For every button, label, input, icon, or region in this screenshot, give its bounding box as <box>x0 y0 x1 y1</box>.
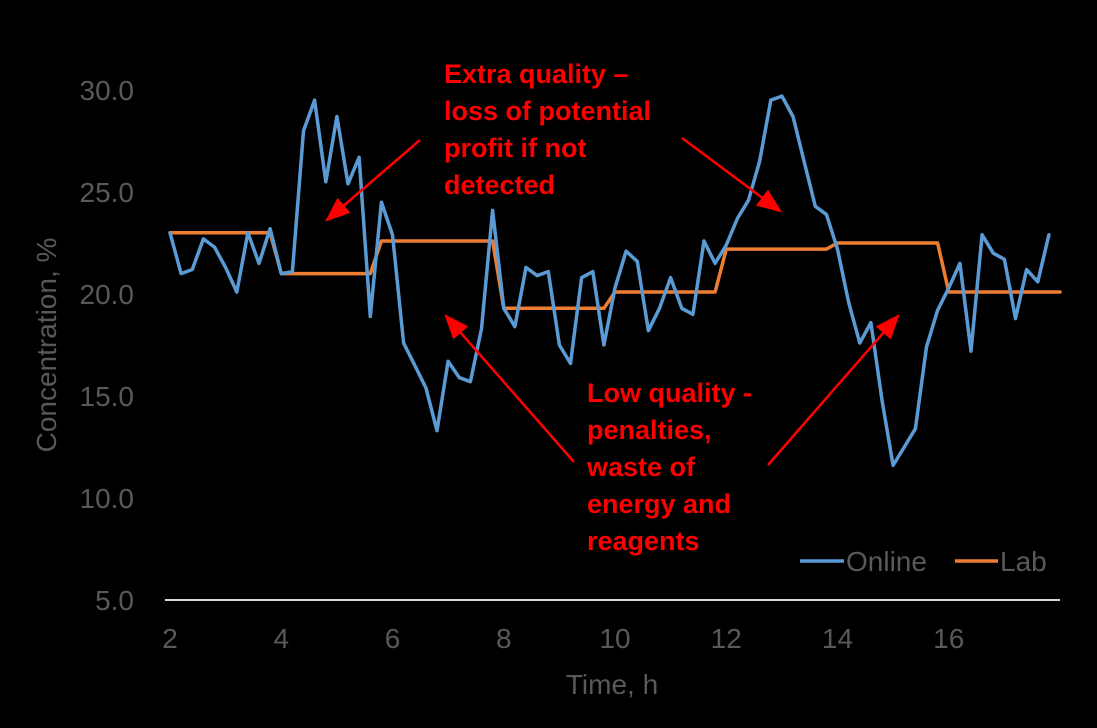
x-tick-label: 10 <box>599 623 630 654</box>
arrow-extra-right <box>681 136 783 213</box>
y-tick-label: 20.0 <box>80 279 135 310</box>
arrow-low-left <box>444 314 575 463</box>
annotation-extra-quality-line-1: Extra quality – <box>444 59 629 89</box>
y-tick-label: 5.0 <box>95 585 134 616</box>
y-axis: 5.0 10.0 15.0 20.0 25.0 30.0 <box>80 75 135 616</box>
annotation-low-quality-line-3: waste of <box>586 452 696 482</box>
annotation-extra-quality-line-4: detected <box>444 170 555 200</box>
legend-label-online: Online <box>846 546 927 577</box>
x-tick-label: 2 <box>162 623 178 654</box>
annotation-arrows <box>325 136 900 466</box>
annotation-low-quality: Low quality - penalties, waste of energy… <box>586 378 752 556</box>
x-tick-label: 12 <box>711 623 742 654</box>
x-tick-label: 8 <box>496 623 512 654</box>
x-tick-label: 14 <box>822 623 853 654</box>
legend-label-lab: Lab <box>1000 546 1047 577</box>
y-tick-label: 10.0 <box>80 483 135 514</box>
x-tick-label: 4 <box>273 623 289 654</box>
annotation-extra-quality: Extra quality – loss of potential profit… <box>444 59 651 200</box>
annotation-extra-quality-line-2: loss of potential <box>444 96 651 126</box>
series-line-lab <box>168 231 1062 311</box>
arrow-extra-left <box>325 139 421 222</box>
y-axis-title: Concentration, % <box>31 238 62 453</box>
x-axis-title: Time, h <box>566 669 658 700</box>
annotation-low-quality-line-5: reagents <box>587 526 700 556</box>
annotation-low-quality-line-2: penalties, <box>587 415 712 445</box>
arrow-low-right <box>767 314 900 466</box>
x-tick-label: 16 <box>933 623 964 654</box>
annotation-extra-quality-line-3: profit if not <box>444 133 586 163</box>
annotation-low-quality-line-1: Low quality - <box>587 378 752 408</box>
series-line-online <box>168 94 1051 468</box>
annotation-low-quality-line-4: energy and <box>587 489 731 519</box>
x-tick-label: 6 <box>385 623 401 654</box>
legend: Online Lab <box>800 546 1047 577</box>
y-tick-label: 15.0 <box>80 381 135 412</box>
y-tick-label: 30.0 <box>80 75 135 106</box>
y-tick-label: 25.0 <box>80 177 135 208</box>
x-axis: 2 4 6 8 10 12 14 16 <box>162 599 1060 654</box>
series-layer <box>168 94 1062 468</box>
